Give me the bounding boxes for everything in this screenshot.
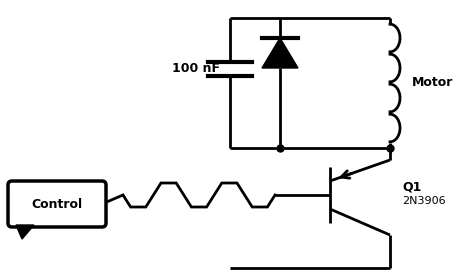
Text: 100 nF: 100 nF	[172, 62, 220, 76]
Text: Control: Control	[31, 198, 82, 210]
Text: Q1: Q1	[402, 180, 421, 193]
Text: Motor: Motor	[412, 76, 453, 90]
Polygon shape	[262, 38, 298, 68]
Text: 2N3906: 2N3906	[402, 196, 446, 206]
Polygon shape	[16, 225, 34, 239]
FancyBboxPatch shape	[8, 181, 106, 227]
